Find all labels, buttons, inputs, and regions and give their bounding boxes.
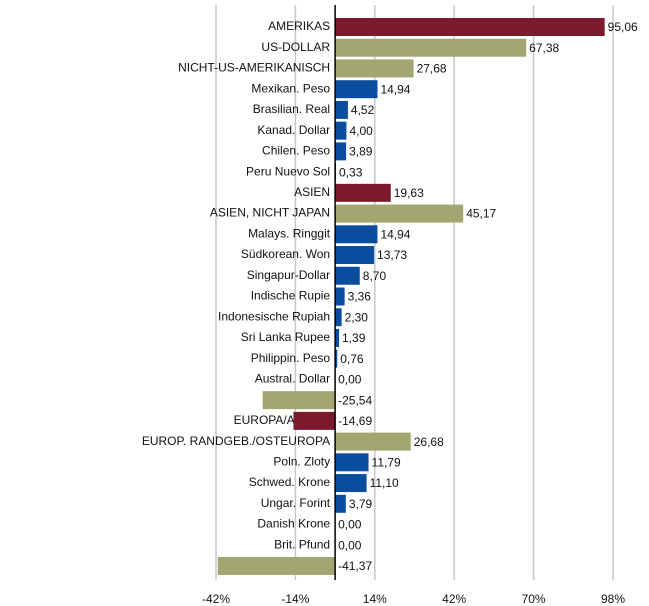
bar	[335, 308, 342, 327]
category-label: Ungar. Forint	[261, 496, 331, 510]
bar	[335, 183, 391, 202]
value-label: -41,37	[338, 559, 372, 573]
category-label: AMERIKAS	[268, 19, 330, 33]
bar	[335, 204, 464, 223]
bar	[335, 474, 367, 493]
value-label: 4,00	[349, 124, 373, 138]
value-label: 19,63	[394, 186, 424, 200]
category-label: Kanad. Dollar	[257, 123, 330, 137]
category-label: ASIEN	[294, 185, 330, 199]
x-tick-label: 70%	[522, 592, 546, 606]
bar	[335, 349, 338, 368]
category-label: Brasilian. Real	[253, 102, 330, 116]
value-label: 3,79	[349, 497, 373, 511]
value-label: 45,17	[466, 207, 496, 221]
value-label: 3,36	[348, 290, 372, 304]
value-label: 0,00	[338, 538, 362, 552]
category-label: Brit. Pfund	[274, 537, 330, 551]
bar	[335, 18, 605, 36]
x-tick-label: 14%	[363, 592, 387, 606]
category-label: Malays. Ringgit	[248, 226, 331, 240]
bar	[335, 100, 348, 119]
value-label: 0,76	[340, 352, 364, 366]
value-label: 8,70	[363, 269, 387, 283]
category-label: Indische Rupie	[251, 289, 331, 303]
category-label: NICHT-US-AMERIKANISCH	[178, 61, 330, 75]
x-tick-label: 98%	[601, 592, 625, 606]
bar	[335, 59, 414, 78]
category-label: Philippin. Peso	[251, 351, 331, 365]
value-label: 11,79	[372, 456, 401, 470]
bar	[335, 38, 527, 57]
value-label: 4,52	[351, 103, 375, 117]
x-tick-label: -42%	[202, 592, 230, 606]
value-label: 3,89	[349, 145, 373, 159]
category-label: Peru Nuevo Sol	[246, 164, 330, 178]
bar	[335, 287, 345, 306]
category-label: Poln. Zloty	[273, 455, 330, 469]
category-label: Indonesische Rupiah	[218, 309, 330, 323]
category-label: Schwed. Krone	[249, 475, 331, 489]
value-label: -25,54	[338, 393, 372, 407]
x-tick-label: -14%	[281, 592, 309, 606]
bar	[335, 121, 347, 140]
category-label: Sri Lanka Rupee	[241, 330, 331, 344]
value-label: 13,73	[377, 248, 407, 262]
bar	[335, 266, 360, 285]
value-label: 95,06	[608, 20, 638, 34]
bar	[335, 225, 378, 244]
bar	[335, 246, 375, 265]
x-tick-label: 42%	[442, 592, 466, 606]
category-label: Singapur-Dollar	[247, 268, 330, 282]
bar	[335, 328, 340, 347]
value-label: 0,00	[338, 518, 362, 532]
value-label: 0,00	[338, 373, 362, 387]
bar	[335, 432, 411, 451]
bar	[335, 453, 369, 472]
value-label: 11,10	[370, 476, 399, 490]
category-label: Südkorean. Won	[241, 247, 330, 261]
value-label: 27,68	[417, 62, 447, 76]
value-label: 26,68	[414, 435, 444, 449]
value-label: 0,33	[339, 165, 363, 179]
bar	[262, 391, 336, 410]
category-label: Austral. Dollar	[255, 372, 330, 386]
value-label: -14,69	[338, 414, 372, 428]
bar	[335, 80, 378, 99]
value-label: 67,38	[529, 41, 559, 55]
value-label: 2,30	[345, 310, 369, 324]
category-label: US-DOLLAR	[261, 40, 330, 54]
value-label: 14,94	[380, 82, 410, 96]
category-label: Danish Krone	[257, 517, 330, 531]
value-label: 14,94	[380, 227, 410, 241]
category-label: ASIEN, NICHT JAPAN	[210, 206, 330, 220]
bar	[335, 494, 346, 513]
category-label: Mexikan. Peso	[251, 81, 330, 95]
bar	[335, 142, 347, 161]
bar	[217, 556, 336, 575]
category-label: Chilen. Peso	[262, 144, 330, 158]
bar	[293, 411, 336, 430]
category-label: EUROP. RANDGEB./OSTEUROPA	[142, 434, 330, 448]
value-label: 1,39	[342, 331, 366, 345]
